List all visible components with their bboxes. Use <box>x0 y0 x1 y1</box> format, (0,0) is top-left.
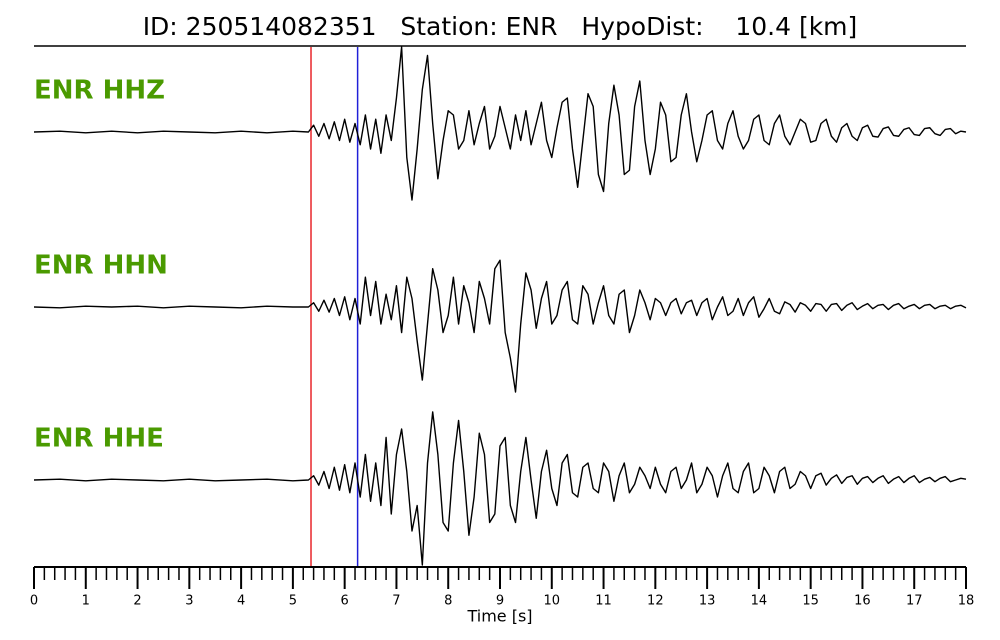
waveform <box>33 411 967 566</box>
x-tick-label: 0 <box>30 594 38 609</box>
waveform <box>33 46 967 201</box>
trace-label: ENR HHE <box>34 424 164 454</box>
x-tick-label: 16 <box>854 594 871 609</box>
x-tick-label: 4 <box>237 594 245 609</box>
x-tick-label: 14 <box>751 594 768 609</box>
x-tick-label: 15 <box>802 594 819 609</box>
trace-label: ENR HHN <box>34 251 168 281</box>
x-tick-label: 7 <box>392 594 400 609</box>
x-tick-label: 6 <box>341 594 349 609</box>
x-tick-label: 10 <box>544 594 561 609</box>
x-axis-label: Time [s] <box>466 607 532 626</box>
x-tick-label: 3 <box>185 594 193 609</box>
x-tick-label: 13 <box>699 594 716 609</box>
x-tick-label: 8 <box>444 594 452 609</box>
x-tick-label: 18 <box>958 594 975 609</box>
waveform <box>33 259 967 393</box>
x-tick-label: 11 <box>595 594 612 609</box>
x-tick-label: 5 <box>289 594 297 609</box>
x-tick-label: 9 <box>496 594 504 609</box>
chart-title: ID: 250514082351 Station: ENR HypoDist: … <box>143 12 858 41</box>
x-tick-label: 2 <box>133 594 141 609</box>
trace-label: ENR HHZ <box>34 76 165 106</box>
x-tick-label: 17 <box>906 594 923 609</box>
x-tick-label: 12 <box>647 594 664 609</box>
x-tick-label: 1 <box>82 594 90 609</box>
